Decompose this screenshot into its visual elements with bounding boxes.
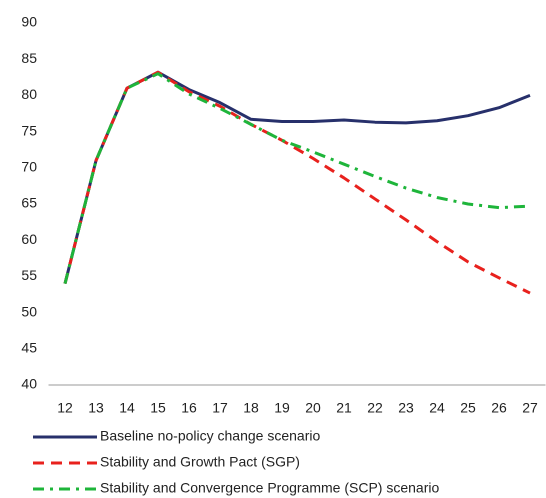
x-tick-label: 19 xyxy=(274,400,290,416)
legend-label: Stability and Convergence Programme (SCP… xyxy=(100,480,439,496)
y-tick-label: 90 xyxy=(21,14,37,30)
x-tick-label: 27 xyxy=(522,400,538,416)
x-tick-label: 12 xyxy=(57,400,73,416)
x-tick-label: 22 xyxy=(367,400,383,416)
series-line xyxy=(63,70,531,295)
x-tick-label: 25 xyxy=(460,400,476,416)
x-tick-label: 14 xyxy=(119,400,135,416)
y-tick-label: 85 xyxy=(21,50,37,66)
y-tick-label: 70 xyxy=(21,159,37,175)
y-tick-label: 65 xyxy=(21,195,37,211)
x-tick-label: 24 xyxy=(429,400,445,416)
x-tick-label: 21 xyxy=(336,400,352,416)
x-tick-label: 17 xyxy=(212,400,228,416)
series-line xyxy=(63,70,531,285)
x-tick-label: 20 xyxy=(305,400,321,416)
legend-label: Baseline no-policy change scenario xyxy=(100,428,320,444)
y-tick-label: 60 xyxy=(21,231,37,247)
y-tick-label: 75 xyxy=(21,122,37,138)
x-tick-label: 26 xyxy=(491,400,507,416)
legend-label: Stability and Growth Pact (SGP) xyxy=(100,454,300,470)
y-tick-label: 55 xyxy=(21,267,37,283)
y-tick-label: 40 xyxy=(21,376,37,392)
y-tick-label: 45 xyxy=(21,340,37,356)
x-tick-label: 15 xyxy=(150,400,166,416)
series-line xyxy=(63,72,531,285)
y-tick-label: 50 xyxy=(21,303,37,319)
y-tick-label: 80 xyxy=(21,86,37,102)
x-tick-label: 16 xyxy=(181,400,197,416)
x-tick-label: 23 xyxy=(398,400,414,416)
x-tick-label: 13 xyxy=(88,400,104,416)
x-tick-label: 18 xyxy=(243,400,259,416)
